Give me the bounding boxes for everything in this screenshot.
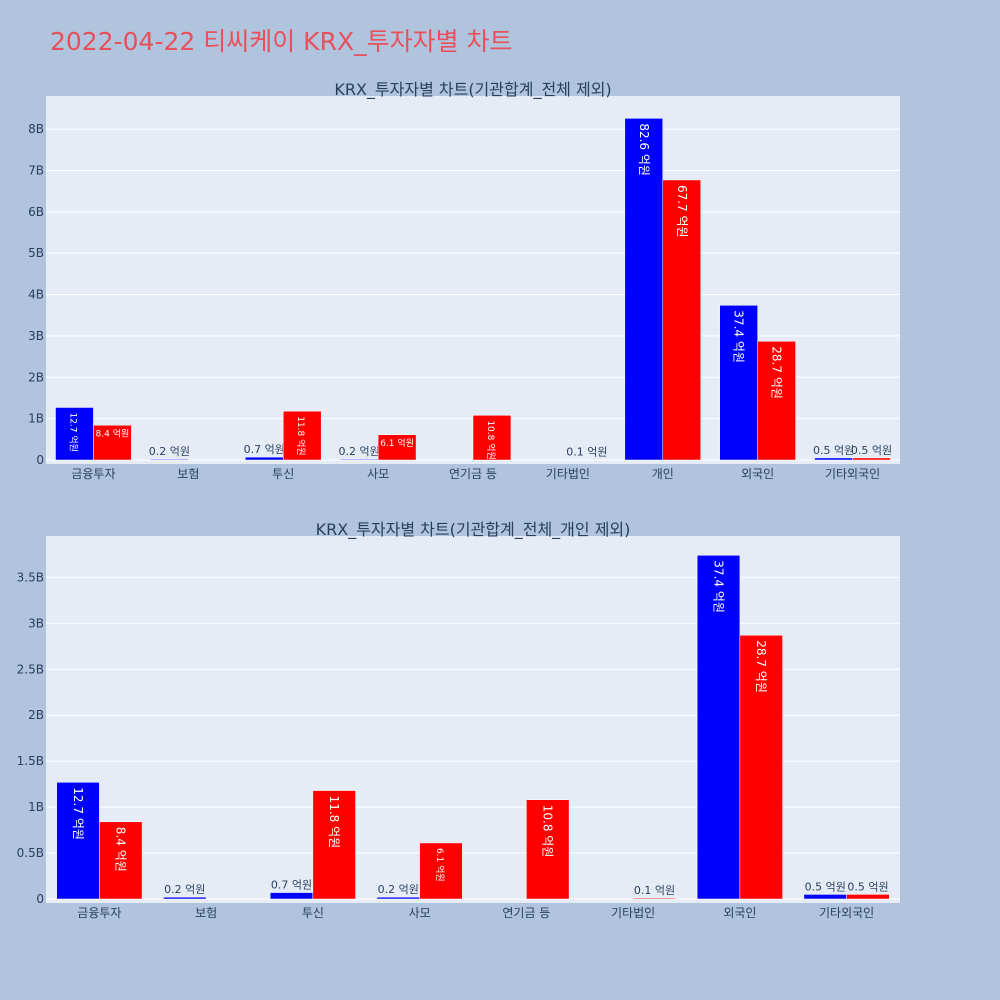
bar[interactable]	[163, 896, 207, 900]
x-tick-label: 금융투자	[77, 906, 121, 920]
data-label: 67.7 억원	[675, 185, 689, 238]
y-tick-label: 6B	[28, 205, 44, 219]
bar[interactable]	[282, 410, 322, 461]
data-label: 0.2 억원	[339, 445, 380, 458]
data-label: 0.1 억원	[634, 884, 675, 897]
y-tick-label: 5B	[28, 246, 44, 260]
data-label: 8.4 억원	[114, 827, 128, 872]
bar[interactable]	[696, 555, 741, 900]
x-tick-label: 기타외국인	[825, 467, 880, 481]
bar[interactable]	[739, 635, 783, 900]
bar[interactable]	[93, 425, 132, 461]
data-label: 11.8 억원	[295, 416, 307, 455]
x-tick-label: 개인	[652, 467, 674, 481]
bar[interactable]	[339, 458, 379, 461]
data-label: 82.6 억원	[637, 123, 651, 176]
bar[interactable]	[56, 782, 100, 900]
y-tick-label: 8B	[28, 122, 44, 136]
data-label: 0.5 억원	[847, 880, 888, 893]
y-tick-label: 2B	[28, 370, 44, 384]
x-tick-label: 연기금 등	[502, 906, 550, 920]
data-label: 0.1 억원	[566, 446, 607, 459]
data-label: 28.7 억원	[770, 346, 784, 399]
x-tick-label: 보험	[195, 906, 217, 920]
x-tick-label: 투신	[272, 467, 294, 481]
chart-title-2: KRX_투자자별 차트(기관합계_전체_개인 제외)	[316, 520, 631, 540]
x-tick-label: 기타법인	[611, 906, 655, 920]
x-tick-label: 투신	[302, 906, 324, 920]
bar[interactable]	[99, 821, 143, 900]
data-label: 6.1 억원	[380, 437, 414, 449]
bar[interactable]	[472, 415, 512, 461]
data-label: 28.7 억원	[754, 640, 768, 693]
y-tick-label: 3.5B	[17, 570, 44, 584]
page-title: 2022-04-22 티씨케이 KRX_투자자별 차트	[50, 27, 513, 56]
y-tick-label: 2B	[28, 708, 44, 722]
data-label: 0.7 억원	[244, 443, 285, 456]
bar[interactable]	[526, 799, 570, 900]
y-tick-label: 0	[36, 453, 44, 467]
data-label: 12.7 억원	[71, 787, 85, 840]
bar[interactable]	[150, 458, 189, 461]
data-label: 0.2 억원	[164, 883, 205, 896]
data-label: 0.5 억원	[813, 444, 854, 457]
bar[interactable]	[662, 179, 701, 461]
bar[interactable]	[269, 892, 314, 900]
y-tick-label: 7B	[28, 163, 44, 177]
y-tick-label: 0	[36, 892, 44, 906]
data-label: 10.8 억원	[541, 805, 555, 858]
bar[interactable]	[852, 457, 891, 461]
y-tick-label: 3B	[28, 329, 44, 343]
x-tick-label: 사모	[367, 467, 389, 481]
data-label: 0.5 억원	[805, 880, 846, 893]
data-label: 8.4 억원	[96, 427, 130, 439]
x-tick-label: 외국인	[723, 906, 756, 920]
data-label: 37.4 억원	[712, 560, 726, 613]
x-tick-label: 보험	[177, 467, 199, 481]
bar[interactable]	[632, 897, 677, 900]
bar[interactable]	[312, 790, 356, 900]
x-tick-label: 사모	[409, 906, 431, 920]
bar[interactable]	[757, 341, 796, 461]
data-label: 6.1 억원	[434, 848, 446, 882]
bar[interactable]	[377, 434, 417, 461]
data-label: 10.8 억원	[485, 420, 497, 459]
y-tick-label: 3B	[28, 616, 44, 630]
bar[interactable]	[803, 894, 847, 900]
x-tick-label: 외국인	[741, 467, 774, 481]
y-tick-label: 2.5B	[17, 662, 44, 676]
data-label: 11.8 억원	[327, 796, 341, 849]
x-tick-label: 기타외국인	[819, 906, 874, 920]
data-label: 0.7 억원	[271, 879, 312, 892]
bar[interactable]	[719, 305, 758, 461]
bar[interactable]	[624, 118, 664, 461]
data-label: 12.7 억원	[67, 412, 79, 451]
data-label: 0.2 억원	[378, 883, 419, 896]
y-tick-label: 1.5B	[17, 754, 44, 768]
x-tick-label: 기타법인	[546, 467, 590, 481]
data-label: 0.5 억원	[851, 444, 892, 457]
bar[interactable]	[55, 407, 94, 461]
y-tick-label: 1B	[28, 800, 44, 814]
data-label: 37.4 억원	[732, 310, 746, 363]
y-tick-label: 0.5B	[17, 846, 44, 860]
chart-title-1: KRX_투자자별 차트(기관합계_전체 제외)	[334, 80, 611, 100]
y-tick-label: 4B	[28, 288, 44, 302]
bar[interactable]	[245, 456, 284, 461]
data-label: 0.2 억원	[149, 445, 190, 458]
x-tick-label: 연기금 등	[449, 467, 497, 481]
bar[interactable]	[419, 842, 463, 900]
bar[interactable]	[814, 457, 853, 461]
bar[interactable]	[846, 894, 890, 900]
x-tick-label: 금융투자	[71, 467, 115, 481]
y-tick-label: 1B	[28, 412, 44, 426]
bar[interactable]	[376, 896, 420, 900]
